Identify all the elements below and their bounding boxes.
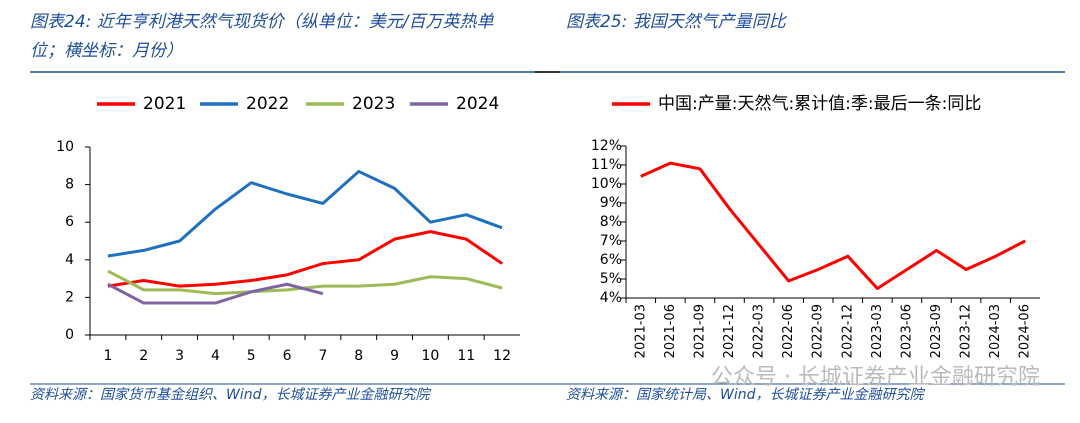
x-tick-label: 2023-12: [959, 304, 974, 358]
chart-title: 图表25: 我国天然气产量同比: [566, 12, 786, 32]
legend-label: 2024: [456, 94, 499, 114]
series-line: [107, 169, 503, 258]
x-tick-label: 2021-06: [663, 304, 678, 358]
x-tick-label: 2023-03: [870, 304, 885, 358]
y-tick-label: 6%: [600, 252, 622, 268]
y-tick-label: 8: [65, 177, 74, 193]
y-tick-label: 9%: [600, 195, 622, 211]
x-tick-label: 4: [211, 348, 220, 364]
x-tick-label: 2: [139, 348, 148, 364]
x-tick-label: 8: [354, 348, 363, 364]
x-tick-label: 2021-03: [633, 304, 648, 358]
legend-label: 中国:产量:天然气:累计值:季:最后一条:同比: [658, 94, 981, 114]
legend-label: 2023: [352, 94, 395, 114]
series-line: [107, 282, 324, 305]
x-tick-label: 2022-03: [752, 304, 767, 358]
series-line: [640, 161, 1026, 290]
y-tick-label: 11%: [591, 157, 622, 173]
y-tick-label: 10: [56, 139, 74, 155]
x-tick-label: 7: [318, 348, 327, 364]
y-tick-label: 2: [65, 289, 74, 305]
x-tick-label: 3: [175, 348, 184, 364]
x-tick-label: 1: [103, 348, 112, 364]
x-tick-label: 6: [283, 348, 292, 364]
x-tick-label: 2021-09: [692, 304, 707, 358]
watermark: 公众号 · 长城证券产业金融研究院: [711, 365, 1040, 390]
series-line: [107, 230, 503, 288]
x-tick-label: 10: [422, 348, 440, 364]
x-tick-label: 2024-03: [988, 304, 1003, 358]
y-tick-label: 12%: [591, 138, 622, 154]
x-tick-label: 2022-06: [781, 304, 796, 358]
x-tick-label: 5: [247, 348, 256, 364]
y-tick-label: 7%: [600, 233, 622, 249]
y-tick-label: 8%: [600, 214, 622, 230]
x-tick-label: 11: [457, 348, 475, 364]
y-tick-label: 6: [65, 214, 74, 230]
x-tick-label: 2021-12: [722, 304, 737, 358]
x-tick-label: 2022-09: [811, 304, 826, 358]
x-tick-label: 2023-06: [899, 304, 914, 358]
legend-label: 2021: [143, 94, 186, 114]
y-tick-label: 0: [65, 327, 74, 343]
y-tick-label: 5%: [600, 271, 622, 287]
y-tick-label: 10%: [591, 176, 622, 192]
x-tick-label: 12: [493, 348, 511, 364]
x-tick-label: 2022-12: [840, 304, 855, 358]
x-tick-label: 2024-06: [1018, 304, 1033, 358]
chart-title: 图表24: 近年亨利港天然气现货价（纵单位：美元/百万英热单位；横坐标：月份）: [30, 12, 494, 61]
legend-label: 2022: [246, 94, 289, 114]
x-tick-label: 9: [390, 348, 399, 364]
y-tick-label: 4: [65, 252, 74, 268]
source-note: 资料来源：国家统计局、Wind，长城证券产业金融研究院: [566, 387, 924, 403]
y-tick-label: 4%: [600, 290, 622, 306]
source-note: 资料来源：国家货币基金组织、Wind，长城证券产业金融研究院: [30, 387, 430, 403]
x-tick-label: 2023-09: [929, 304, 944, 358]
